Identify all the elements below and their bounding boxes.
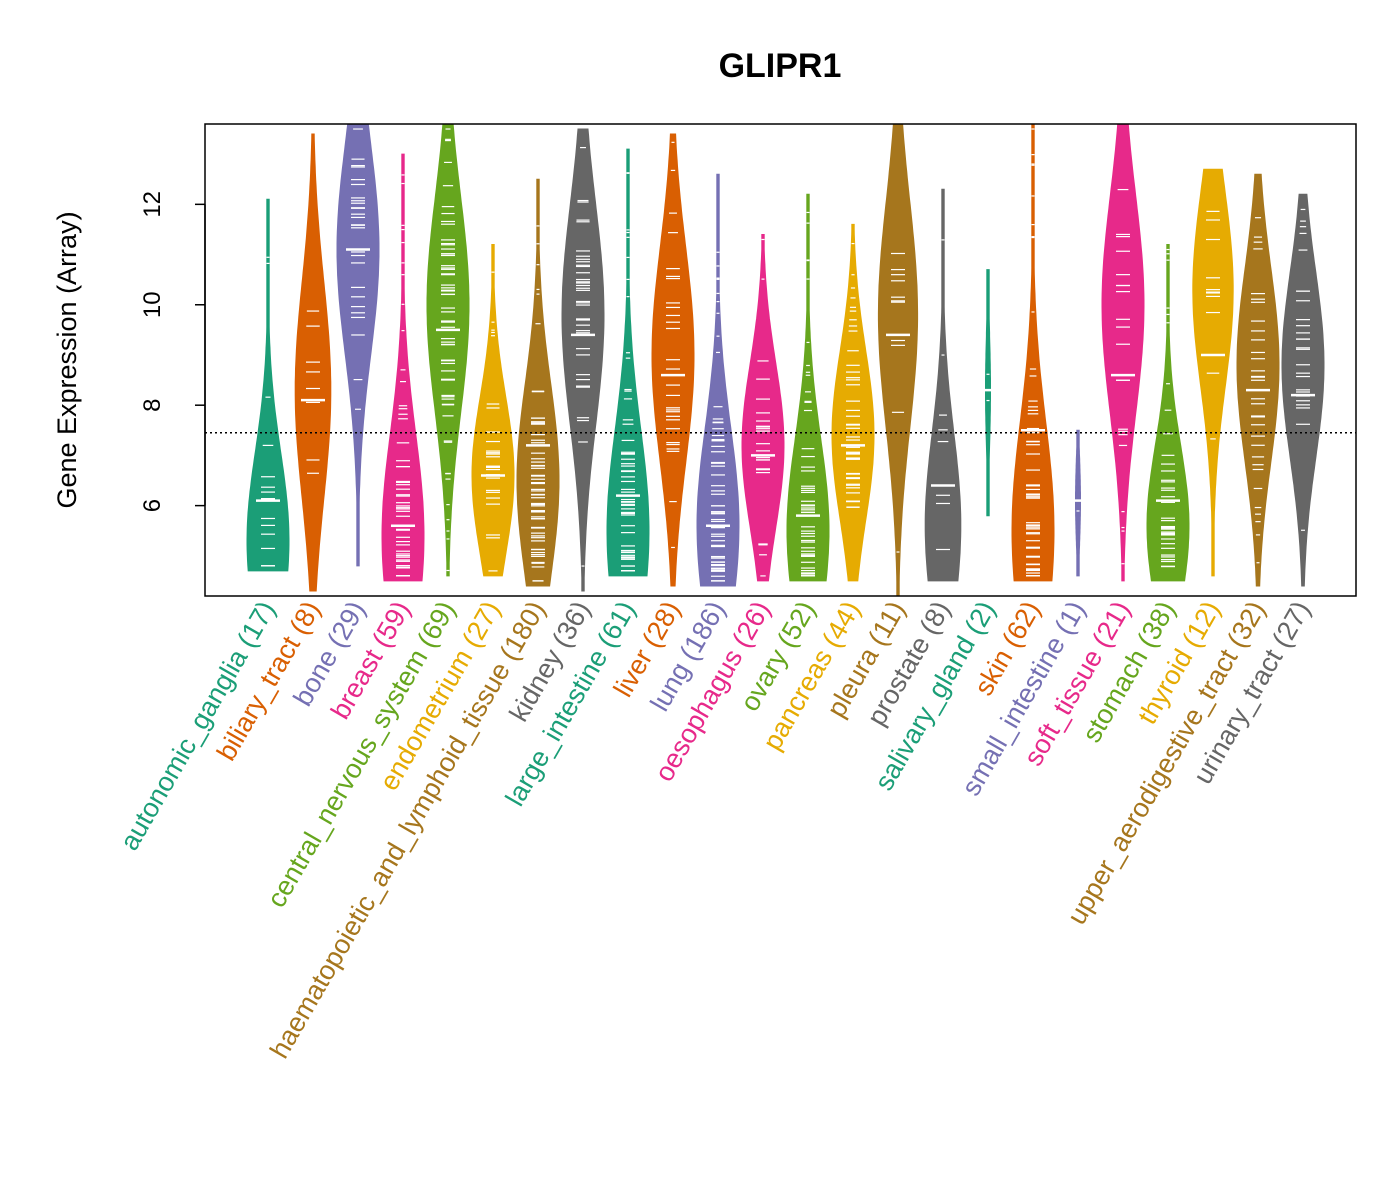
violin-salivary_gland — [985, 269, 991, 517]
violin-endometrium — [471, 244, 515, 577]
violin-pleura — [877, 123, 919, 597]
chart-title: GLIPR1 — [719, 47, 842, 85]
violin-central_nervous_system — [426, 123, 470, 577]
x-axis-labels: autonomic_ganglia (17)biliary_tract (8)b… — [114, 596, 1316, 1063]
violin-lung — [696, 173, 740, 587]
violin-stomach — [1146, 244, 1190, 582]
violin-oesophagus — [741, 234, 785, 582]
violin-small_intestine — [1075, 429, 1081, 577]
y-axis-label: Gene Expression (Array) — [52, 211, 82, 508]
y-axis: 6 8 10 12 — [139, 191, 206, 512]
violin-prostate — [924, 188, 962, 582]
y-tick-label: 12 — [139, 191, 166, 218]
y-tick-label: 8 — [139, 399, 166, 412]
violin-thyroid — [1192, 168, 1234, 577]
violin-breast — [381, 153, 425, 582]
y-tick-label: 10 — [139, 291, 166, 318]
y-tick-label: 6 — [139, 499, 166, 512]
violin-autonomic_ganglia — [246, 198, 290, 572]
violin-soft_tissue — [1101, 123, 1145, 582]
violin-skin — [1011, 123, 1055, 582]
violin-ovary — [786, 193, 830, 582]
plot-frame — [204, 123, 1357, 597]
violin-bone — [336, 123, 380, 567]
violin-large_intestine — [606, 148, 650, 577]
violin-haematopoietic_and_lymphoid_tissue — [516, 178, 560, 587]
violin-kidney — [561, 128, 605, 592]
violins — [246, 123, 1325, 597]
violin-pancreas — [831, 223, 875, 582]
